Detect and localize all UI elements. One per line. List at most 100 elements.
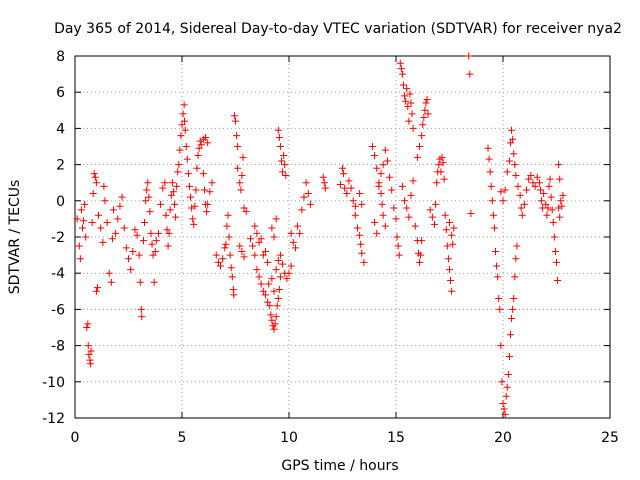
data-point	[149, 251, 157, 259]
data-point	[497, 342, 505, 350]
data-point	[76, 255, 84, 263]
data-point	[306, 200, 314, 208]
data-point	[261, 291, 269, 299]
data-point	[411, 222, 419, 230]
data-point	[504, 371, 512, 379]
data-point	[266, 302, 274, 310]
data-point	[93, 284, 101, 292]
data-point	[285, 269, 293, 277]
data-point	[381, 222, 389, 230]
data-point	[550, 233, 558, 241]
data-point	[204, 139, 212, 147]
data-point	[419, 121, 427, 129]
data-point	[268, 275, 276, 283]
data-point	[272, 313, 280, 321]
data-point	[393, 233, 401, 241]
data-point	[139, 237, 147, 245]
data-point	[270, 325, 278, 333]
data-point	[137, 305, 145, 313]
data-point	[275, 133, 283, 141]
data-point	[319, 173, 327, 181]
data-point	[401, 197, 409, 205]
data-point	[142, 197, 150, 205]
data-point	[538, 197, 546, 205]
data-point	[433, 179, 441, 187]
data-point	[395, 251, 403, 259]
data-point	[397, 65, 405, 73]
data-point	[259, 251, 267, 259]
y-tick-label: -8	[51, 339, 65, 355]
data-point	[165, 229, 173, 237]
data-point	[270, 233, 278, 241]
data-point	[423, 95, 431, 103]
data-point	[296, 229, 304, 237]
data-point	[500, 405, 508, 413]
data-point	[204, 200, 212, 208]
x-tick-label: 15	[387, 430, 405, 446]
data-point	[555, 204, 563, 212]
data-point	[89, 190, 97, 198]
data-point	[396, 59, 404, 67]
data-point	[511, 161, 519, 169]
data-point	[190, 220, 198, 228]
data-point	[356, 231, 364, 239]
data-point	[418, 132, 426, 140]
data-point	[447, 276, 455, 284]
data-point	[75, 242, 83, 250]
data-point	[184, 170, 192, 178]
data-point	[371, 219, 379, 227]
y-tick-labels: -12 -10 -8 -6 -4 -2 0 2 4 6 8	[42, 49, 65, 427]
data-point	[503, 168, 511, 176]
data-point	[321, 184, 329, 192]
data-point	[499, 197, 507, 205]
data-point	[489, 211, 497, 219]
data-point	[287, 262, 295, 270]
data-point	[251, 222, 259, 230]
data-point	[533, 173, 541, 181]
data-point	[90, 170, 98, 178]
data-point	[274, 126, 282, 134]
data-point	[200, 186, 208, 194]
data-point	[435, 161, 443, 169]
data-point	[340, 170, 348, 178]
data-point	[379, 211, 387, 219]
data-point	[197, 141, 205, 149]
data-point	[536, 186, 544, 194]
data-point	[112, 229, 120, 237]
data-point	[171, 200, 179, 208]
data-point	[143, 186, 151, 194]
data-point	[240, 253, 248, 261]
data-point	[508, 314, 516, 322]
data-point	[514, 182, 522, 190]
data-point	[523, 186, 531, 194]
data-point	[88, 219, 96, 227]
data-point	[169, 188, 177, 196]
data-point	[217, 262, 225, 270]
data-point	[150, 278, 158, 286]
data-point	[351, 211, 359, 219]
data-point	[510, 150, 518, 158]
data-point	[172, 213, 180, 221]
data-point	[488, 197, 496, 205]
data-point	[181, 126, 189, 134]
data-point	[257, 280, 265, 288]
data-point	[73, 215, 81, 223]
data-point	[92, 179, 100, 187]
data-point	[122, 244, 130, 252]
data-point	[255, 273, 263, 281]
data-point	[167, 191, 175, 199]
data-point	[406, 90, 414, 98]
data-point	[438, 153, 446, 161]
y-tick-label: 2	[56, 158, 65, 174]
data-point	[446, 266, 453, 274]
data-point	[192, 186, 200, 194]
data-point	[511, 273, 519, 281]
y-tick-label: -10	[42, 375, 65, 391]
data-point	[320, 179, 328, 187]
data-point	[133, 231, 141, 239]
data-point	[403, 204, 411, 212]
data-point	[177, 132, 185, 140]
data-point	[503, 383, 511, 391]
data-point	[253, 266, 261, 274]
